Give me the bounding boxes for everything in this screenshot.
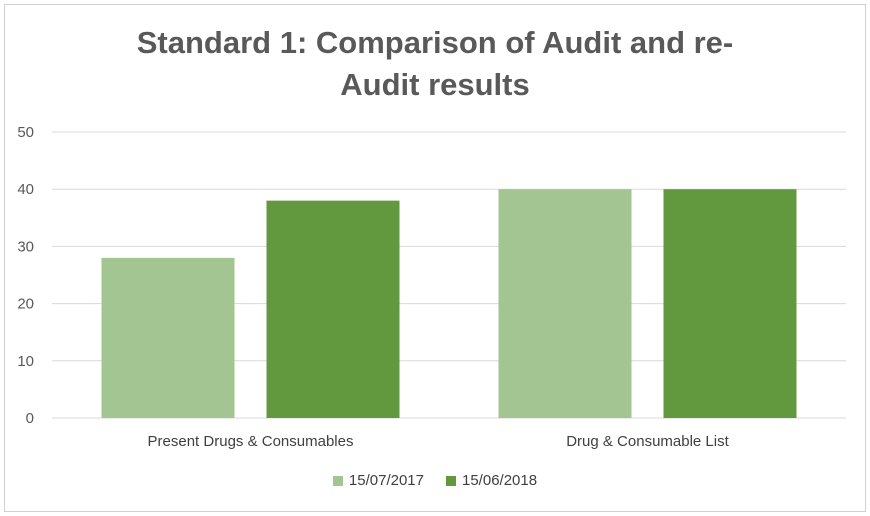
legend-swatch-series-1 [332,475,343,486]
legend: 15/07/2017 15/06/2018 [0,472,870,489]
y-tick-label-50: 50 [17,124,34,141]
legend-item-series-2: 15/06/2018 [446,472,537,489]
chart-title: Standard 1: Comparison of Audit and re- … [0,22,870,106]
category-label-2: Drug & Consumable List [566,433,729,450]
legend-label-series-2: 15/06/2018 [462,472,538,489]
y-tick-label-20: 20 [17,296,34,313]
bar-1-1 [101,257,235,418]
chart-title-line-2: Audit results [340,67,530,102]
bar-2-1 [266,200,400,418]
bar-1-2 [498,189,632,418]
legend-label-series-1: 15/07/2017 [348,472,424,489]
y-tick-label-40: 40 [17,181,34,198]
chart-title-line-1: Standard 1: Comparison of Audit and re- [136,25,734,60]
bar-2-2 [663,189,797,418]
y-tick-label-10: 10 [17,353,34,370]
category-label-1: Present Drugs & Consumables [148,433,354,450]
y-tick-label-0: 0 [26,410,34,427]
legend-swatch-series-2 [446,475,456,486]
legend-item-series-1: 15/07/2017 [332,472,424,489]
y-tick-label-30: 30 [17,238,34,255]
